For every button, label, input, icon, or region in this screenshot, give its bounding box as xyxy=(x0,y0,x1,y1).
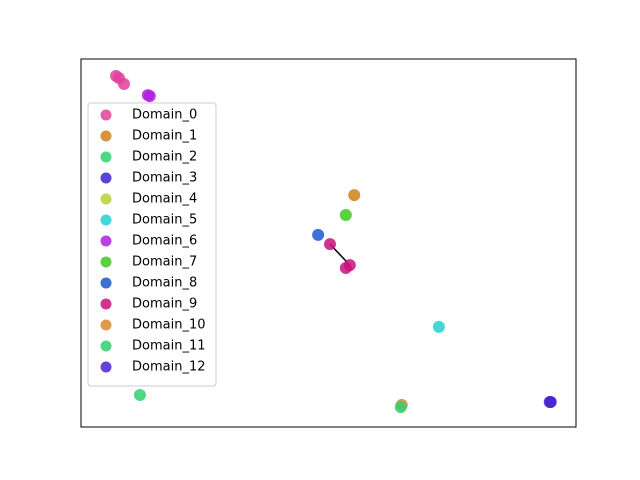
point xyxy=(339,209,352,222)
legend-label: Domain_6 xyxy=(132,234,197,249)
point xyxy=(143,90,156,103)
legend-label: Domain_0 xyxy=(132,108,197,123)
legend-label: Domain_5 xyxy=(132,213,197,228)
legend-label: Domain_4 xyxy=(132,192,197,207)
point xyxy=(394,401,407,414)
point xyxy=(543,395,556,408)
legend-label: Domain_7 xyxy=(132,255,197,270)
point xyxy=(432,320,445,333)
legend-marker xyxy=(100,172,112,184)
legend: Domain_0 Domain_1 Domain_2 Domain_3 Domain_4… xyxy=(87,102,217,387)
legend-label: Domain_1 xyxy=(132,129,197,144)
legend-marker xyxy=(100,130,112,142)
legend-marker xyxy=(100,361,112,373)
legend-marker xyxy=(100,256,112,268)
legend-marker xyxy=(100,235,112,247)
point xyxy=(323,238,336,251)
legend-label: Domain_10 xyxy=(132,318,206,333)
legend-marker xyxy=(100,151,112,163)
legend-marker xyxy=(100,319,112,331)
legend-label: Domain_2 xyxy=(132,150,197,165)
legend-marker xyxy=(100,298,112,310)
axes-frame xyxy=(80,58,577,428)
point xyxy=(339,262,352,275)
point xyxy=(348,189,361,202)
legend-marker xyxy=(100,340,112,352)
legend-label: Domain_8 xyxy=(132,276,197,291)
legend-label: Domain_11 xyxy=(132,339,206,354)
legend-label: Domain_12 xyxy=(132,360,206,375)
point xyxy=(118,78,131,91)
legend-marker xyxy=(100,277,112,289)
point xyxy=(133,388,146,401)
legend-label: Domain_3 xyxy=(132,171,197,186)
legend-label: Domain_9 xyxy=(132,297,197,312)
point xyxy=(312,228,325,241)
legend-marker xyxy=(100,109,112,121)
legend-marker xyxy=(100,193,112,205)
legend-marker xyxy=(100,214,112,226)
legend-box xyxy=(87,102,217,387)
